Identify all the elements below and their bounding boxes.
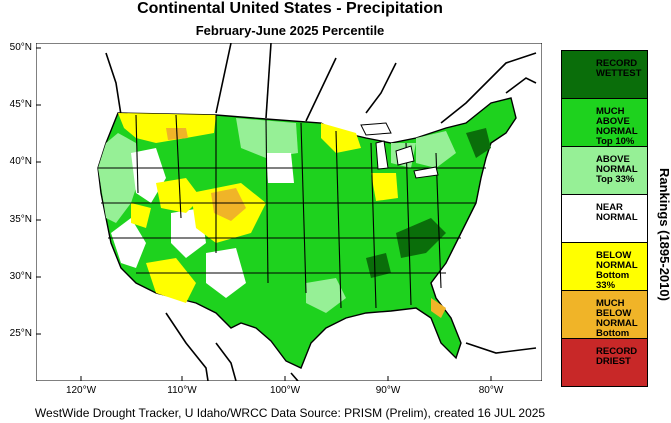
legend-label: NEAR NORMAL [596, 202, 638, 223]
legend: RECORD WETTEST MUCH ABOVE NORMAL Top 10%… [561, 50, 648, 387]
lon-tick-110: 110°W [167, 385, 197, 396]
lon-tick-90: 90°W [375, 385, 401, 396]
legend-item-record-wettest: RECORD WETTEST [561, 50, 648, 98]
legend-swatch [562, 243, 647, 290]
great-lakes [360, 122, 439, 179]
map-subtitle: February-June 2025 Percentile [195, 23, 385, 38]
legend-item-near-normal: NEAR NORMAL [561, 194, 648, 242]
legend-label: MUCH ABOVE NORMAL Top 10% [596, 106, 638, 147]
legend-item-much-above: MUCH ABOVE NORMAL Top 10% [561, 98, 648, 147]
state-borders [98, 114, 486, 309]
neighbor-borders [105, 43, 537, 381]
legend-label: ABOVE NORMAL Top 33% [596, 154, 638, 185]
lon-tick-100: 100°W [269, 385, 301, 396]
legend-swatch [562, 195, 647, 242]
legend-label: RECORD WETTEST [596, 58, 642, 79]
precip-map [36, 43, 542, 381]
legend-label: BELOW NORMAL Bottom 33% [596, 250, 638, 291]
lon-tick-120: 120°W [65, 385, 97, 396]
lat-tick-50: 50°N [9, 42, 32, 53]
legend-label: RECORD DRIEST [596, 346, 638, 367]
tick-marks [36, 47, 492, 381]
legend-title: Rankings (1895-2010) [657, 168, 671, 301]
legend-swatch [562, 339, 647, 386]
lat-tick-45: 45°N [9, 99, 32, 110]
legend-swatch [562, 51, 647, 98]
map-footer: WestWide Drought Tracker, U Idaho/WRCC D… [34, 406, 546, 420]
lon-tick-80: 80°W [478, 385, 504, 396]
legend-item-below: BELOW NORMAL Bottom 33% [561, 242, 648, 291]
lat-tick-25: 25°N [9, 328, 32, 339]
legend-swatch [562, 99, 647, 146]
legend-swatch [562, 291, 647, 338]
map-title: Continental United States - Precipitatio… [137, 0, 443, 17]
above-normal-regions [98, 118, 456, 313]
legend-item-much-below: MUCH BELOW NORMAL Bottom 10% [561, 290, 648, 349]
lat-tick-30: 30°N [9, 271, 32, 282]
legend-item-above: ABOVE NORMAL Top 33% [561, 146, 648, 194]
lat-tick-35: 35°N [9, 214, 32, 225]
lat-tick-40: 40°N [9, 156, 32, 167]
legend-item-record-driest: RECORD DRIEST [561, 338, 648, 387]
legend-swatch [562, 147, 647, 194]
